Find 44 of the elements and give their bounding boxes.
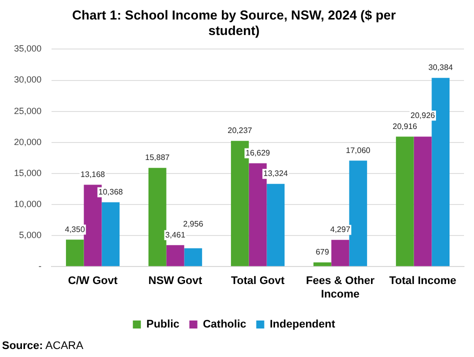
data-label: 4,297 xyxy=(330,225,351,234)
x-tick-label: Total Income xyxy=(389,275,456,288)
bar xyxy=(184,248,202,266)
data-label: 20,916 xyxy=(392,122,418,131)
bar xyxy=(396,136,414,266)
bar xyxy=(266,184,285,266)
legend-label: Public xyxy=(146,318,180,331)
y-tick-label: - xyxy=(38,261,42,272)
data-label: 20,237 xyxy=(228,126,253,136)
x-tick-label: C/W Govt xyxy=(68,275,118,288)
bar xyxy=(349,160,368,266)
y-tick-label: 30,000 xyxy=(14,74,42,85)
x-tick-label: Fees & Other Income xyxy=(306,275,376,300)
y-tick-label: 25,000 xyxy=(14,106,42,116)
y-tick-label: 5,000 xyxy=(18,230,42,240)
data-label: 3,461 xyxy=(165,230,186,240)
data-label: 679 xyxy=(316,248,330,257)
y-tick-label: 10,000 xyxy=(14,198,42,209)
data-label: 17,060 xyxy=(346,146,371,155)
bar xyxy=(331,240,350,266)
data-label: 13,324 xyxy=(263,169,288,178)
data-label: 30,384 xyxy=(428,63,454,72)
bar xyxy=(166,245,184,266)
y-tick-label: 15,000 xyxy=(14,168,42,178)
data-label: 2,956 xyxy=(183,219,204,228)
bar xyxy=(414,136,432,266)
data-label: 4,350 xyxy=(64,224,86,234)
bar xyxy=(148,168,166,266)
bar xyxy=(102,202,120,266)
y-tick-label: 20,000 xyxy=(14,136,42,147)
bar xyxy=(66,240,84,266)
data-label: 10,368 xyxy=(98,187,124,196)
x-tick-label: NSW Govt xyxy=(148,275,202,288)
x-tick-label: Total Govt xyxy=(230,275,285,288)
bar xyxy=(313,262,332,266)
data-label: 13,168 xyxy=(80,170,106,180)
data-label: 20,926 xyxy=(410,110,436,120)
chart-title: Chart 1: School Income by Source, NSW, 2024 ($ per student) xyxy=(72,7,396,38)
source-note: Source: ACARA xyxy=(2,340,84,352)
legend-label: Independent xyxy=(270,318,336,331)
legend-label: Catholic xyxy=(202,318,246,331)
data-label: 16,629 xyxy=(246,148,271,158)
y-tick-label: 35,000 xyxy=(14,44,42,54)
data-label: 15,887 xyxy=(145,153,170,162)
